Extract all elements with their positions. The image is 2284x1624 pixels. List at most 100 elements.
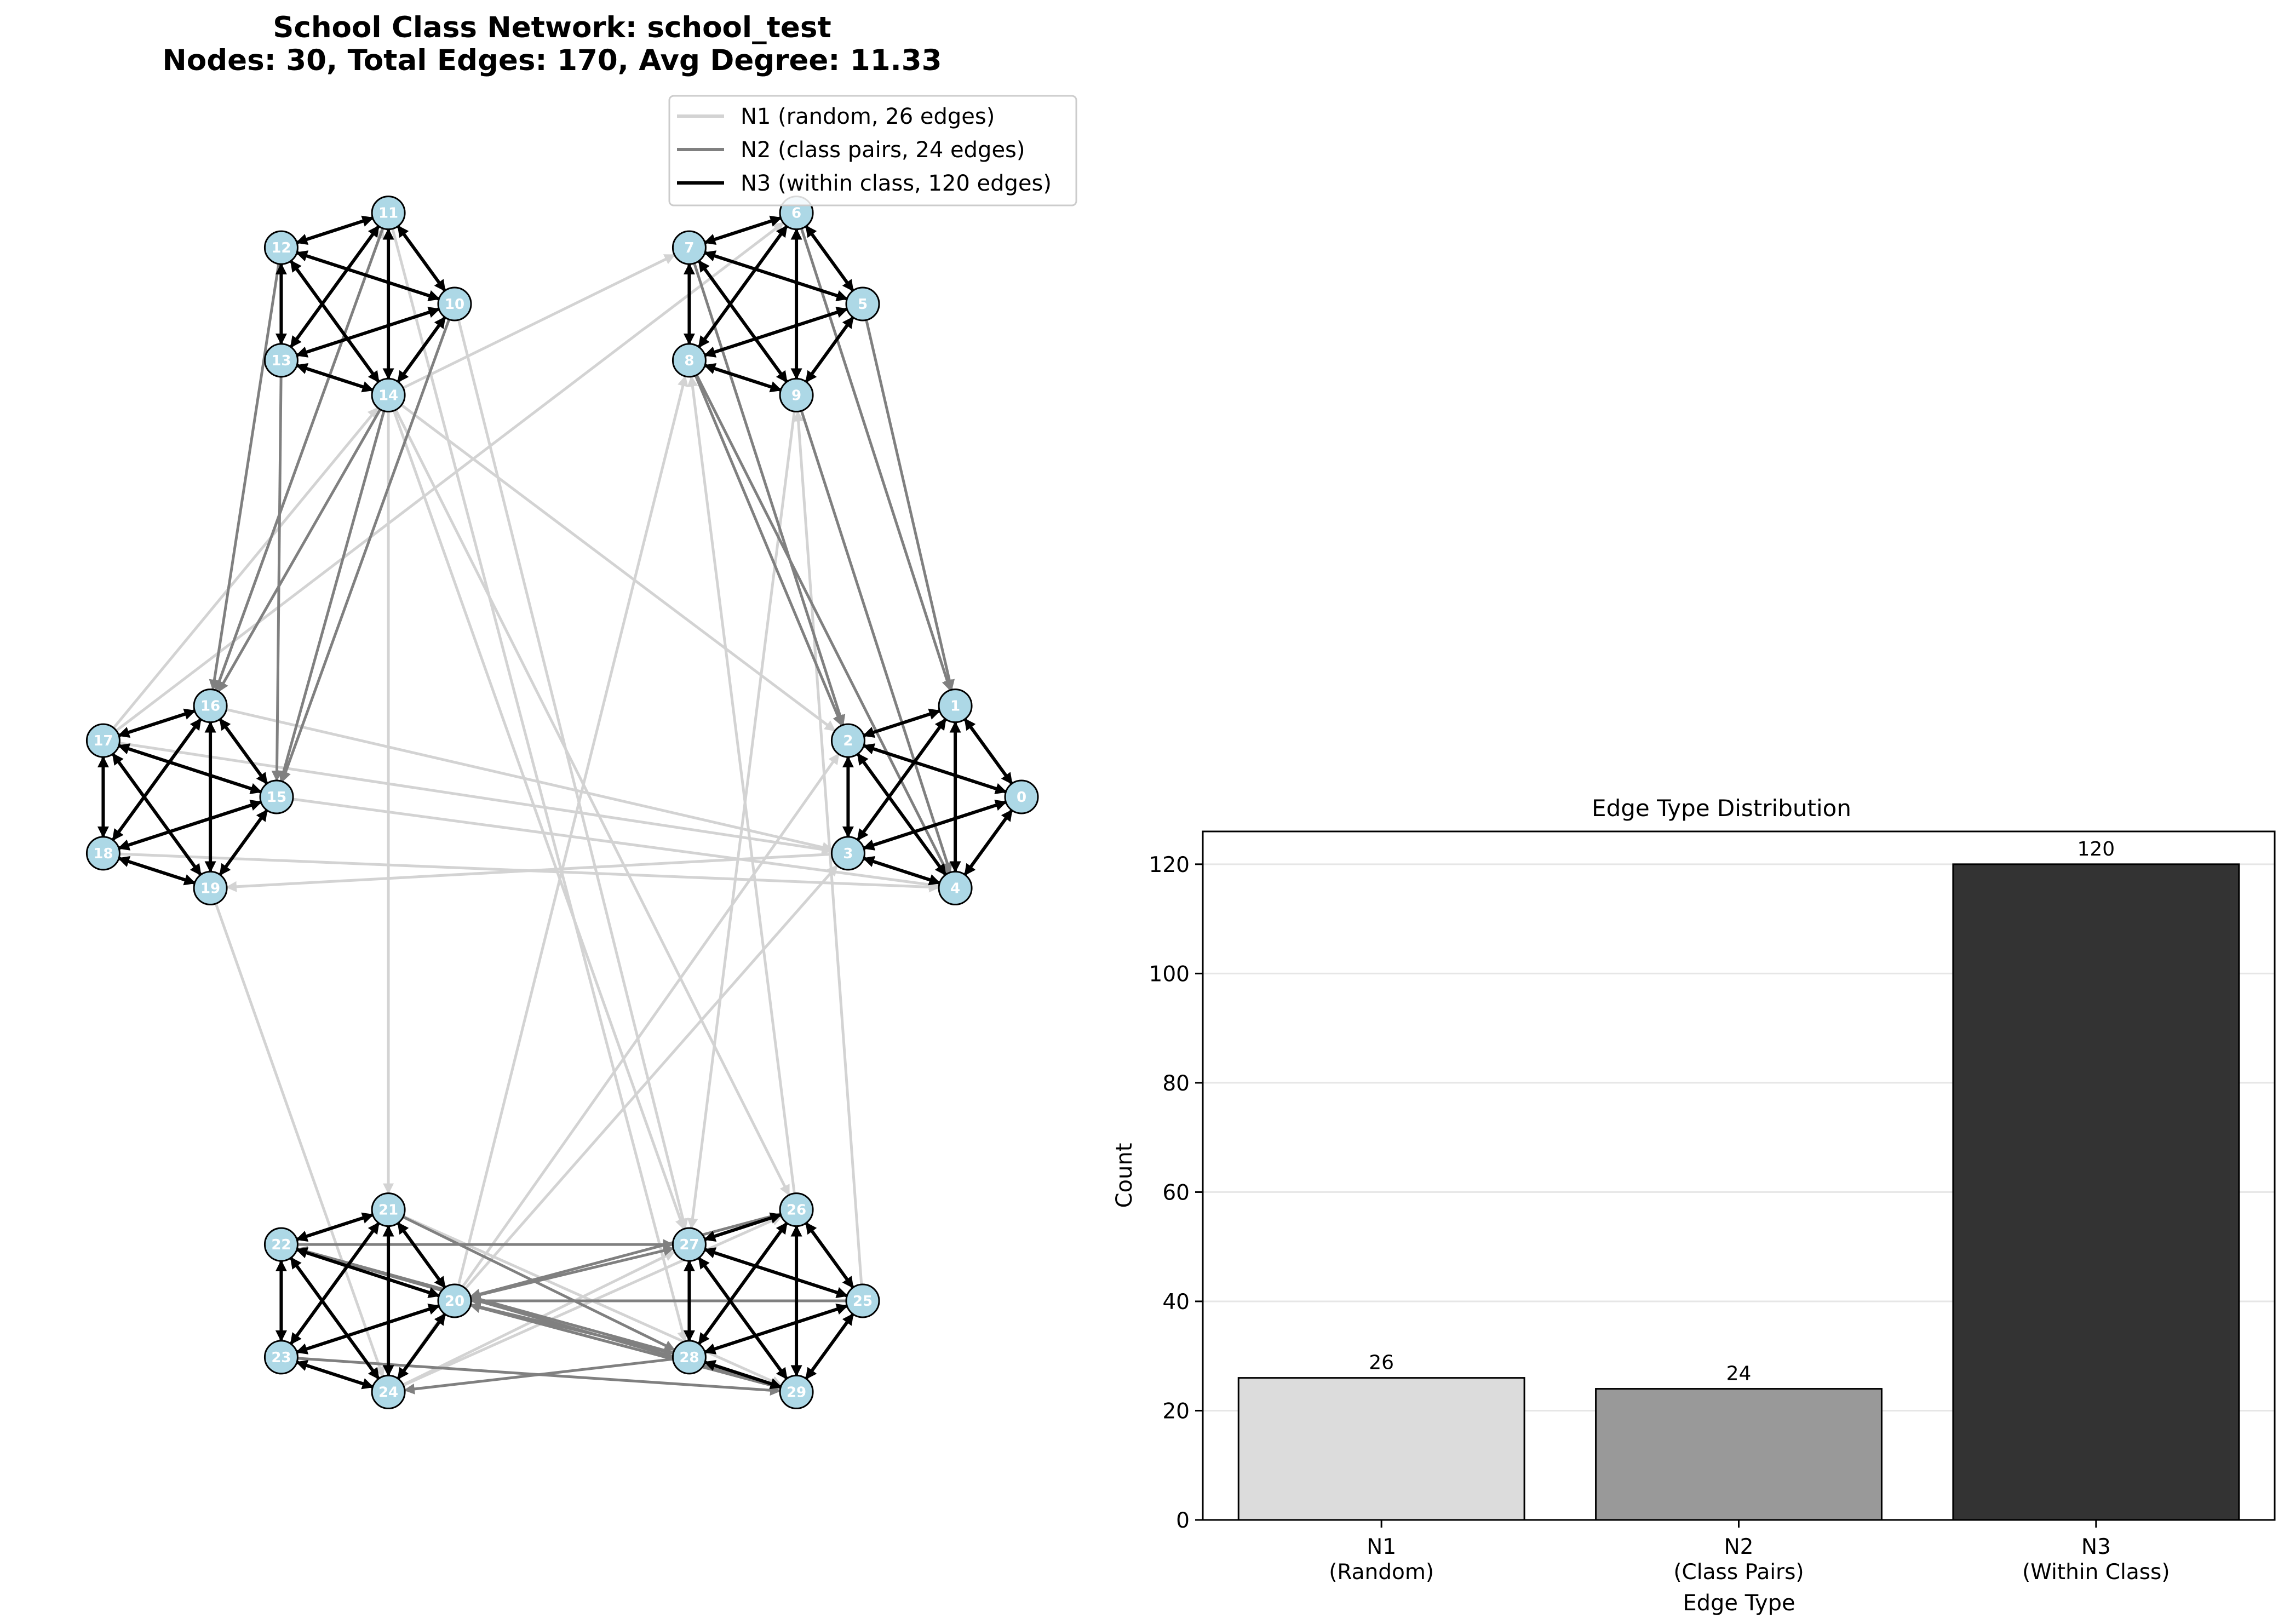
random-edge	[394, 409, 790, 1196]
network-node: 0	[1004, 779, 1039, 814]
legend-label-n3: N3 (within class, 120 edges)	[741, 171, 1052, 196]
bar-value-label: 26	[1369, 1352, 1394, 1374]
network-node: 27	[672, 1227, 707, 1262]
within-class-edge	[703, 363, 782, 393]
within-class-edge	[219, 809, 268, 876]
random-edge	[226, 853, 832, 892]
node-label: 27	[679, 1237, 699, 1253]
network-node: 2	[830, 723, 865, 758]
node-label: 4	[950, 880, 960, 897]
class-pair-edge	[694, 375, 843, 727]
network-legend: N1 (random, 26 edges) N2 (class pairs, 2…	[668, 95, 1077, 206]
y-tick-label: 100	[1149, 962, 1190, 986]
random-edge	[391, 228, 688, 1342]
class-pair-edge	[217, 409, 382, 693]
class-pair-edge	[800, 228, 952, 691]
node-label: 13	[271, 353, 291, 369]
network-nodes: 0123456789101112131415161718192021222324…	[85, 196, 1039, 1409]
within-class-edge	[289, 1256, 380, 1380]
node-label: 5	[858, 296, 868, 313]
within-class-edge	[862, 743, 1007, 794]
network-node: 1	[938, 688, 973, 724]
node-circle	[437, 286, 472, 322]
node-label: 24	[378, 1384, 398, 1401]
within-class-edge	[295, 215, 374, 245]
within-class-edge	[295, 1359, 374, 1390]
y-tick-label: 120	[1149, 853, 1190, 877]
node-circle	[779, 377, 814, 412]
node-circle	[263, 230, 299, 265]
network-node: 4	[938, 870, 973, 905]
within-class-edge	[111, 718, 202, 841]
network-node: 20	[437, 1283, 472, 1318]
within-class-edge	[703, 1304, 848, 1355]
within-class-edge	[703, 307, 848, 358]
node-label: 22	[271, 1237, 291, 1253]
bar	[1952, 863, 2240, 1521]
within-class-edge	[963, 718, 1013, 785]
node-circle	[371, 1192, 406, 1227]
class-pair-edge	[214, 227, 385, 692]
network-node: 21	[371, 1192, 406, 1227]
within-class-edge	[117, 708, 196, 738]
random-edge	[687, 375, 796, 1194]
network-node: 26	[779, 1192, 814, 1227]
x-tick-label: N3 (Within Class)	[2022, 1535, 2170, 1585]
node-circle	[371, 377, 406, 412]
network-node: 24	[371, 1374, 406, 1409]
random-edge	[457, 319, 688, 1230]
node-circle	[830, 836, 865, 871]
within-class-edge	[703, 1247, 848, 1298]
node-circle	[437, 1283, 472, 1318]
within-class-edge	[697, 260, 788, 383]
within-class-edge	[805, 1222, 854, 1289]
network-node: 15	[259, 779, 294, 814]
random-edge	[226, 708, 834, 853]
within-class-edge	[111, 753, 202, 876]
within-class-edge	[295, 1247, 440, 1298]
network-node: 10	[437, 286, 472, 322]
node-label: 23	[271, 1350, 291, 1366]
bar	[1237, 1377, 1525, 1521]
network-node: 8	[672, 343, 707, 378]
network-node: 9	[779, 377, 814, 412]
network-node: 3	[830, 836, 865, 871]
network-node: 11	[371, 196, 406, 231]
y-tick-label: 20	[1162, 1399, 1190, 1424]
y-tick-label: 40	[1162, 1290, 1190, 1315]
network-node: 18	[85, 836, 120, 871]
network-node: 12	[263, 230, 299, 265]
y-tick-label: 80	[1162, 1071, 1190, 1096]
node-circle	[1004, 779, 1039, 814]
network-node: 23	[263, 1340, 299, 1375]
x-tick-label: N1 (Random)	[1329, 1535, 1434, 1585]
node-circle	[830, 723, 865, 758]
random-edge	[464, 864, 839, 1290]
node-label: 17	[93, 733, 113, 749]
within-class-edge	[697, 1222, 788, 1345]
within-class-edge	[295, 1212, 374, 1242]
within-class-edges	[97, 215, 1013, 1390]
bar	[1595, 1388, 1883, 1521]
random-edge	[397, 753, 840, 1380]
network-node: 17	[85, 723, 120, 758]
node-circle	[263, 1340, 299, 1375]
random-edge	[400, 404, 836, 732]
x-tick-label: N2 (Class Pairs)	[1673, 1535, 1804, 1585]
node-circle	[85, 723, 120, 758]
node-circle	[938, 870, 973, 905]
network-node: 19	[193, 870, 228, 905]
network-subtitle: Nodes: 30, Total Edges: 170, Avg Degree:…	[162, 44, 942, 77]
node-circle	[193, 688, 228, 724]
node-circle	[672, 230, 707, 265]
within-class-edge	[805, 225, 854, 292]
within-class-edge	[862, 800, 1007, 851]
random-edge	[112, 406, 379, 729]
network-node: 13	[263, 343, 299, 378]
bar-gridlines	[1203, 863, 2275, 1521]
node-label: 21	[378, 1202, 398, 1219]
x-axis-label: Edge Type	[1683, 1591, 1795, 1616]
class-pair-edge	[469, 1212, 781, 1300]
within-class-edge	[295, 307, 440, 358]
node-circle	[779, 1192, 814, 1227]
